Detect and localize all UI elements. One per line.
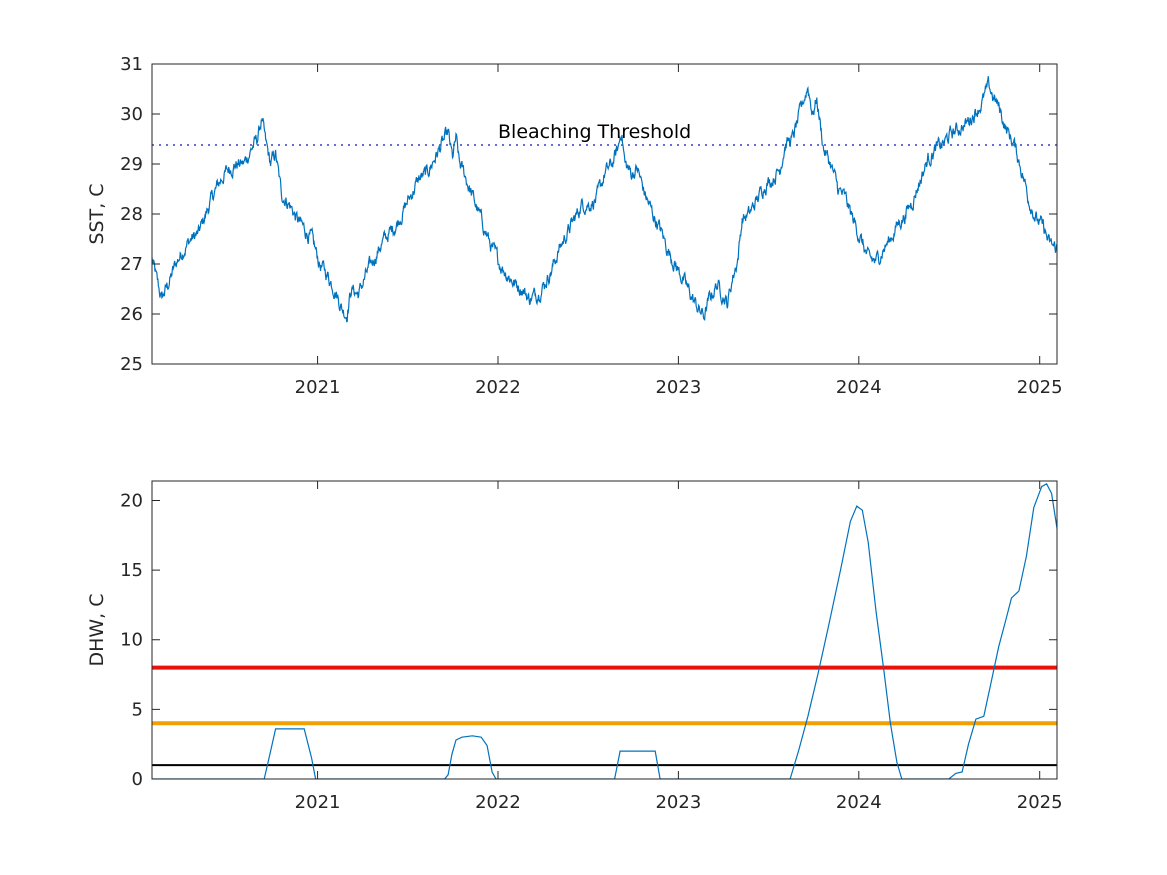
dhw-series-line [152,482,1057,779]
dhw-axes: 0 5 10 15 20 2021 2022 2023 2024 2025 DHW, C [86,480,1063,813]
dhw-y-axis-label: DHW, C [86,593,108,666]
y-tick-label: 27 [120,254,143,275]
y-tick-label: 10 [120,630,143,651]
y-tick-label: 5 [132,699,143,720]
x-tick-label: 2021 [295,792,341,813]
sst-x-ticks: 2021 2022 2023 2024 2025 [295,64,1063,398]
x-tick-label: 2025 [1017,792,1063,813]
bleaching-threshold-annotation: Bleaching Threshold [498,121,691,143]
y-tick-label: 15 [120,560,143,581]
y-tick-label: 26 [120,304,143,325]
sst-series-line [152,76,1057,323]
y-tick-label: 25 [120,354,143,375]
sst-axes: 25 26 27 28 29 30 31 2021 2022 2023 2024 2025 Blea… [86,54,1063,398]
x-tick-label: 2024 [836,792,882,813]
x-tick-label: 2022 [475,377,521,398]
x-tick-label: 2023 [655,377,701,398]
sst-y-ticks: 25 26 27 28 29 30 31 [120,54,1057,375]
y-tick-label: 20 [120,490,143,511]
dhw-x-ticks: 2021 2022 2023 2024 2025 [295,481,1063,813]
x-tick-label: 2022 [475,792,521,813]
x-tick-label: 2024 [836,377,882,398]
y-tick-label: 0 [132,769,143,790]
y-tick-label: 30 [120,104,143,125]
y-tick-label: 28 [120,204,143,225]
x-tick-label: 2025 [1017,377,1063,398]
dhw-y-ticks: 0 5 10 15 20 [120,490,1057,790]
x-tick-label: 2021 [295,377,341,398]
y-tick-label: 29 [120,154,143,175]
sst-y-axis-label: SST, C [86,183,108,244]
y-tick-label: 31 [120,54,143,75]
x-tick-label: 2023 [655,792,701,813]
dhw-axes-box [151,480,1058,780]
